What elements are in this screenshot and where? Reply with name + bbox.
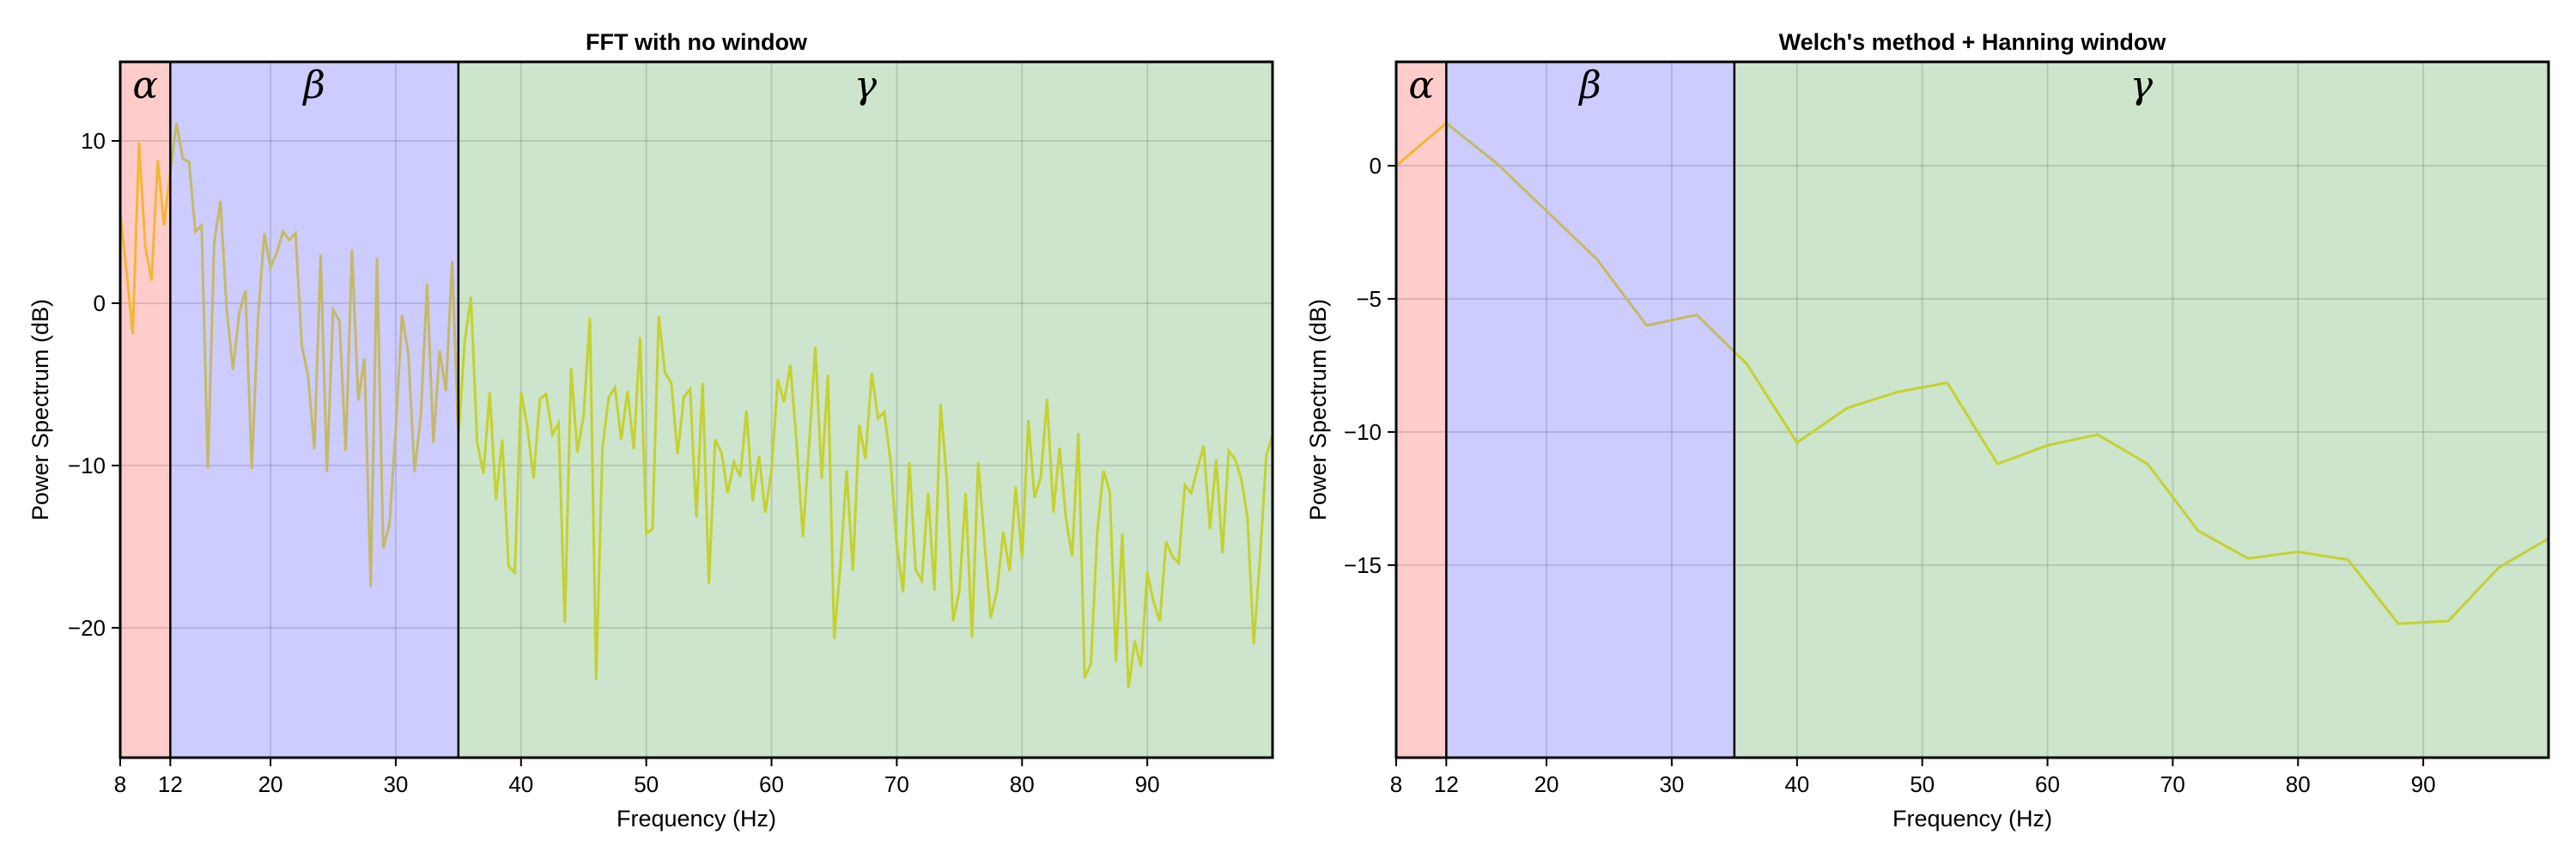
y-tick-label: −10 <box>1344 419 1382 445</box>
x-tick-label: 90 <box>2411 771 2436 797</box>
y-tick-label: 0 <box>1370 153 1382 179</box>
band-label-alpha: α <box>1408 64 1434 107</box>
x-tick-label: 40 <box>508 771 533 797</box>
x-tick-label: 8 <box>114 771 126 797</box>
band-label-alpha: α <box>132 64 158 107</box>
band-beta <box>1446 62 1735 758</box>
band-dividers <box>169 62 460 758</box>
frequency-bands <box>120 62 1273 758</box>
plot-frame <box>1394 60 2550 759</box>
spectrum-line-alpha <box>120 142 171 335</box>
x-tick-label: 30 <box>383 771 408 797</box>
x-tick-label: 90 <box>1135 771 1160 797</box>
y-tick-label: −10 <box>68 453 106 478</box>
x-axis-label: Frequency (Hz) <box>617 806 776 832</box>
panel-title: Welch's method + Hanning window <box>1779 29 2167 55</box>
band-label-gamma: γ <box>2130 64 2154 107</box>
band-labels: α β γ <box>132 64 877 107</box>
x-tick-label: 12 <box>158 771 183 797</box>
y-axis-ticks: 10 0 −10 −20 <box>68 128 120 641</box>
x-tick-label: 50 <box>634 771 659 797</box>
y-axis-label: Power Spectrum (dB) <box>1305 299 1331 521</box>
x-tick-label: 60 <box>2035 771 2060 797</box>
plot-frame <box>118 60 1274 759</box>
band-gamma <box>1734 62 2549 758</box>
band-labels: α β γ <box>1408 64 2153 107</box>
y-tick-label: 0 <box>94 290 106 316</box>
x-tick-label: 50 <box>1910 771 1935 797</box>
spectrum-line-gamma <box>458 296 1273 688</box>
y-tick-label: 10 <box>81 128 106 154</box>
x-axis-label: Frequency (Hz) <box>1893 806 2052 832</box>
y-tick-label: −15 <box>1344 552 1382 578</box>
frequency-bands <box>1396 62 2549 758</box>
x-tick-label: 20 <box>258 771 283 797</box>
band-alpha <box>120 62 171 758</box>
welch-panel: Welch's method + Hanning window α β γ 8 12 2… <box>1305 29 2550 832</box>
y-tick-label: −20 <box>68 615 106 641</box>
x-tick-label: 80 <box>2286 771 2311 797</box>
grid-lines <box>1396 62 2549 758</box>
band-label-beta: β <box>1577 64 1601 107</box>
x-tick-label: 60 <box>759 771 784 797</box>
fft-panel: FFT with no window α β γ 8 12 20 30 40 50 60 70 80… <box>27 29 1274 832</box>
x-tick-label: 30 <box>1659 771 1684 797</box>
spectrum-line-beta <box>170 122 459 588</box>
y-axis-label: Power Spectrum (dB) <box>27 299 53 521</box>
panel-title: FFT with no window <box>586 29 808 55</box>
band-dividers <box>1445 62 1736 758</box>
spectrum-line <box>120 122 1273 688</box>
spectrum-line-beta <box>1446 121 1735 354</box>
x-tick-label: 80 <box>1010 771 1035 797</box>
x-tick-label: 12 <box>1434 771 1459 797</box>
x-tick-label: 70 <box>2160 771 2185 797</box>
band-label-gamma: γ <box>854 64 878 107</box>
y-axis-ticks: 0 −5 −10 −15 <box>1344 153 1396 578</box>
x-tick-label: 8 <box>1390 771 1402 797</box>
y-tick-label: −5 <box>1356 286 1382 312</box>
band-gamma <box>458 62 1273 758</box>
x-tick-label: 20 <box>1534 771 1559 797</box>
x-tick-label: 70 <box>884 771 909 797</box>
x-tick-label: 40 <box>1784 771 1809 797</box>
x-axis-ticks: 8 12 20 30 40 50 60 70 80 90 <box>114 758 1160 797</box>
band-alpha <box>1396 62 1447 758</box>
x-axis-ticks: 8 12 20 30 40 50 60 70 80 90 <box>1390 758 2436 797</box>
spectrum-line-gamma <box>1734 350 2549 625</box>
band-label-beta: β <box>301 64 325 107</box>
